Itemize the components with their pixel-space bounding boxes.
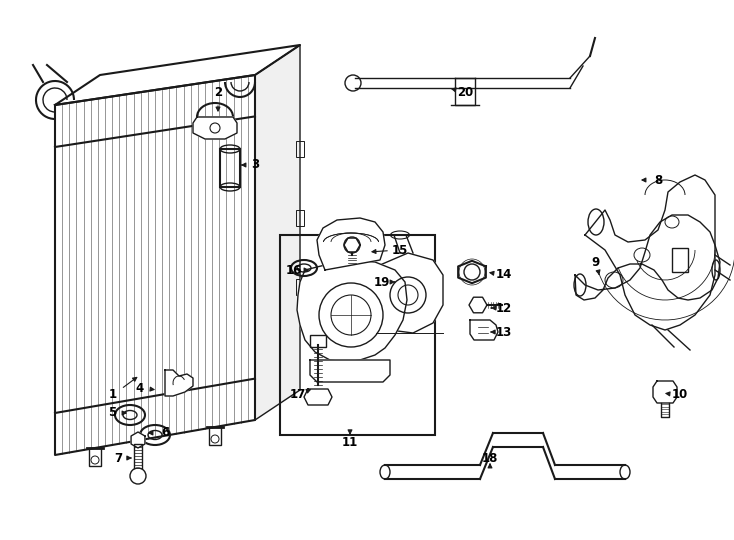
Polygon shape [458,261,486,283]
Text: 18: 18 [482,451,498,464]
Text: 4: 4 [136,381,144,395]
Polygon shape [131,432,145,448]
Text: 15: 15 [392,244,408,256]
Polygon shape [297,260,407,362]
Bar [296,279,304,294]
Bar [209,427,221,445]
Bar [296,140,304,157]
Text: 1: 1 [109,388,117,402]
Text: 19: 19 [374,275,390,288]
Bar [220,149,240,187]
Polygon shape [575,215,720,300]
Text: 11: 11 [342,436,358,449]
Polygon shape [304,389,332,405]
Polygon shape [310,360,390,382]
Bar [280,235,435,435]
Text: 8: 8 [654,173,662,186]
Text: 17: 17 [290,388,306,402]
Bar [296,210,304,226]
Text: 3: 3 [251,159,259,172]
Text: 12: 12 [496,301,512,314]
Polygon shape [469,297,487,313]
Polygon shape [55,45,300,105]
Text: 7: 7 [114,451,122,464]
Polygon shape [470,320,498,340]
Text: 13: 13 [496,326,512,339]
Polygon shape [55,75,255,455]
Polygon shape [373,253,443,333]
Polygon shape [653,381,677,403]
Text: 16: 16 [286,264,302,276]
Polygon shape [255,45,300,420]
Polygon shape [585,175,715,330]
Text: 20: 20 [457,85,473,98]
Polygon shape [193,117,237,139]
Polygon shape [165,370,193,396]
Bar [89,448,101,466]
Text: 9: 9 [592,255,600,268]
Text: 10: 10 [672,388,688,402]
Text: 5: 5 [108,407,116,420]
Polygon shape [317,218,385,270]
Text: 14: 14 [495,268,512,281]
Text: 2: 2 [214,86,222,99]
Text: 6: 6 [161,427,169,440]
Bar [672,248,688,272]
Bar [310,335,326,347]
